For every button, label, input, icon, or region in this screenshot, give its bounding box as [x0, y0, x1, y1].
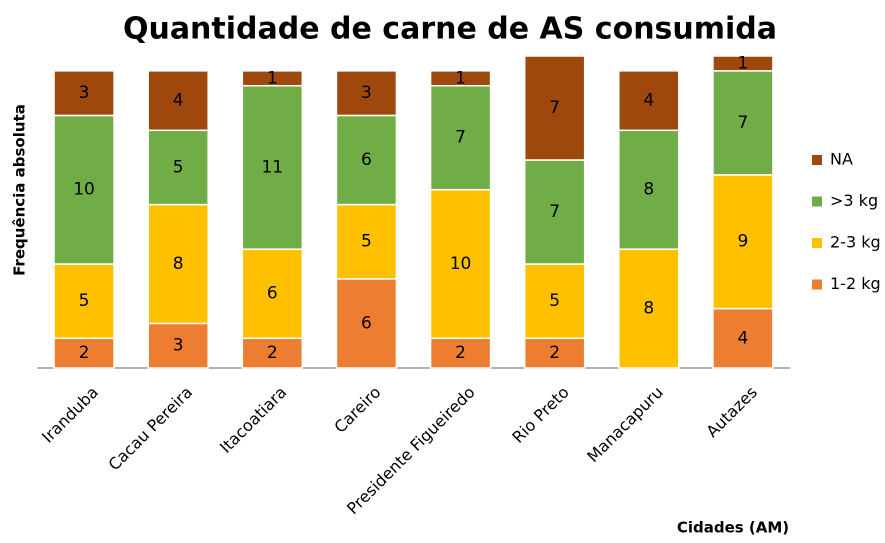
data-label: 8	[173, 254, 184, 274]
bar-segment	[523, 55, 586, 161]
data-label: 4	[738, 328, 749, 348]
bar-segment	[241, 248, 304, 340]
x-tick-label: Autazes	[702, 383, 761, 442]
bar-segment	[429, 337, 492, 369]
bar-segment	[712, 307, 774, 369]
bar-segment	[53, 70, 115, 117]
bar-segment	[147, 203, 209, 325]
chart-title: Quantidade de carne de AS consumida	[123, 12, 777, 47]
data-label: 8	[643, 299, 654, 319]
bar-segment	[429, 84, 492, 191]
data-label: 2	[455, 343, 466, 363]
data-label: 2	[267, 343, 278, 363]
legend-swatch	[812, 155, 822, 165]
bar-segment	[712, 55, 774, 72]
data-label: 10	[73, 180, 95, 200]
bar-segment	[618, 70, 680, 132]
bar-segment	[335, 278, 398, 369]
x-axis-label: Cidades (AM)	[677, 519, 789, 537]
bar-segment	[712, 70, 774, 176]
x-tick-label: Rio Preto	[508, 383, 572, 447]
data-label: 1	[738, 53, 749, 73]
data-label: 3	[361, 83, 372, 103]
bar-segment	[53, 337, 115, 369]
data-label: 8	[643, 180, 654, 200]
bar-segment	[53, 263, 115, 340]
bar-segment	[241, 337, 304, 369]
data-label: 4	[643, 91, 654, 111]
y-axis-label: Frequência absoluta	[11, 104, 29, 276]
data-label: 7	[549, 98, 560, 118]
data-label: 5	[549, 291, 560, 311]
bar-segment	[241, 84, 304, 250]
data-label: 10	[450, 254, 472, 274]
data-label: 4	[173, 91, 184, 111]
bar-segment	[523, 263, 586, 340]
data-label: 11	[261, 157, 283, 177]
data-label: 2	[549, 343, 560, 363]
data-label: 6	[361, 150, 372, 170]
legend-swatch	[812, 238, 822, 248]
bar-segment	[429, 70, 492, 87]
data-label: 3	[79, 83, 90, 103]
data-label: 7	[455, 128, 466, 148]
legend-label: >3 kg	[830, 191, 878, 210]
data-label: 6	[267, 284, 278, 304]
bar-segment	[429, 188, 492, 340]
data-label: 2	[79, 343, 90, 363]
bar-segment	[147, 322, 209, 369]
bar-segment	[335, 203, 398, 280]
data-label: 6	[361, 313, 372, 333]
x-tick-label: Cacau Pereira	[105, 383, 197, 475]
x-tick-label: Iranduba	[38, 383, 102, 447]
data-label: 3	[173, 336, 184, 356]
data-label: 5	[79, 291, 90, 311]
data-label: 7	[738, 113, 749, 133]
x-tick-label: Careiro	[330, 383, 384, 437]
bar-segment	[147, 129, 209, 206]
x-tick-label: Manacapuru	[583, 383, 667, 467]
data-label: 1	[455, 68, 466, 88]
legend-swatch	[812, 279, 822, 290]
data-label: 5	[361, 232, 372, 252]
legend-label: NA	[830, 150, 853, 169]
bar-segment	[147, 70, 209, 132]
legend-label: 1-2 kg	[830, 274, 881, 293]
x-tick-label: Itacoatiara	[216, 383, 290, 457]
legend-label: 2-3 kg	[830, 233, 881, 252]
data-label: 9	[738, 232, 749, 252]
data-label: 5	[173, 157, 184, 177]
bar-segment	[618, 248, 680, 369]
legend-swatch	[812, 196, 822, 207]
bar-segment	[712, 174, 774, 310]
data-label: 1	[267, 68, 278, 88]
data-label: 7	[549, 202, 560, 222]
bar-segment	[241, 70, 304, 87]
bar-segment	[335, 70, 398, 117]
